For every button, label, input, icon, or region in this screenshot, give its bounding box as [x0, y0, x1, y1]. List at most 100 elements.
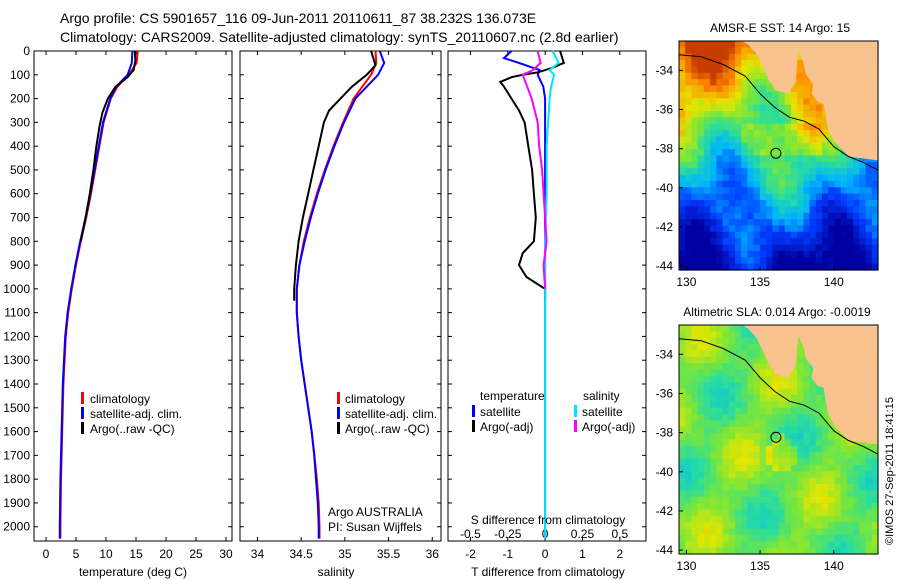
heatmap-cell [797, 509, 804, 517]
heatmap-cell [697, 490, 705, 498]
heatmap-cell [703, 484, 711, 491]
heatmap-cell [859, 496, 867, 504]
heatmap-cell [679, 85, 686, 93]
heatmap-cell [691, 509, 699, 517]
heatmap-cell [747, 257, 755, 265]
heatmap-cell [679, 187, 686, 195]
difference-depth-ticks [448, 50, 646, 528]
heatmap-cell [753, 458, 761, 466]
heatmap-cell [834, 244, 842, 252]
heatmap-cell [741, 382, 748, 390]
heatmap-cell [778, 91, 786, 99]
heatmap-cell [797, 388, 804, 396]
heatmap-cell [753, 541, 761, 549]
heatmap-cell [697, 369, 705, 377]
heatmap-cell [853, 464, 860, 472]
heatmap-cell [871, 547, 879, 555]
heatmap-cell [716, 420, 724, 428]
heatmap-cell [685, 433, 692, 441]
heatmap-cell [766, 445, 773, 453]
heatmap-cell [778, 547, 786, 555]
heatmap-cell [747, 244, 755, 252]
heatmap-cell [766, 401, 773, 409]
heatmap-cell [741, 420, 748, 428]
heatmap-cell [797, 72, 804, 80]
legend-swatch-s-argo [574, 420, 577, 432]
heatmap-cell [828, 464, 836, 472]
sst-lat-ticks: -34-36-38-40-42-44 [656, 63, 683, 273]
heatmap-cell [685, 149, 692, 157]
heatmap-cell [697, 547, 705, 555]
heatmap-cell [797, 60, 804, 68]
heatmap-cell [772, 496, 780, 504]
heatmap-cell [691, 547, 699, 555]
heatmap-cell [772, 528, 780, 536]
heatmap-cell [822, 471, 829, 479]
heatmap-cell [853, 180, 860, 188]
heatmap-cell [853, 484, 860, 491]
heatmap-cell [703, 496, 711, 504]
heatmap-cell [809, 541, 817, 549]
heatmap-cell [834, 206, 842, 214]
heatmap-cell [716, 72, 724, 80]
heatmap-cell [741, 426, 748, 434]
heatmap-cell [840, 187, 848, 195]
heatmap-cell [822, 452, 829, 460]
heatmap-cell [865, 464, 873, 472]
heatmap-cell [685, 337, 692, 345]
heatmap-cell [766, 458, 773, 466]
heatmap-cell [859, 471, 867, 479]
heatmap-cell [859, 490, 867, 498]
heatmap-cell [759, 111, 767, 118]
x-tick-label: 35 [338, 547, 352, 561]
heatmap-cell [741, 515, 748, 523]
heatmap-cell [679, 534, 686, 542]
heatmap-cell [803, 515, 811, 523]
heatmap-cell [803, 522, 811, 530]
heatmap-cell [747, 477, 755, 485]
heatmap-cell [772, 534, 780, 542]
heatmap-cell [840, 547, 848, 555]
heatmap-cell [753, 155, 761, 163]
heatmap-cell [679, 471, 686, 479]
heatmap-cell [784, 477, 792, 485]
heatmap-cell [809, 528, 817, 536]
heatmap-cell [679, 407, 686, 415]
heatmap-cell [790, 541, 798, 549]
heatmap-cell [722, 193, 730, 201]
heatmap-cell [716, 464, 724, 472]
difference-ticks: -2 -1 0 1 2 [465, 51, 624, 561]
heatmap-cell [797, 149, 804, 157]
heatmap-cell [859, 225, 867, 233]
heatmap-cell [716, 433, 724, 441]
heatmap-cell [772, 244, 780, 252]
heatmap-cell [747, 206, 755, 214]
heatmap-cell [728, 91, 736, 99]
heatmap-cell [735, 117, 742, 125]
temperature-lines [58, 50, 139, 539]
heatmap-cell [679, 168, 686, 176]
heatmap-cell [766, 104, 773, 112]
heatmap-cell [865, 257, 873, 265]
heatmap-cell [759, 401, 767, 409]
heatmap-cell [865, 528, 873, 536]
lon-tick-label: 135 [750, 275, 770, 289]
heatmap-cell [790, 123, 798, 131]
heatmap-cell [846, 439, 854, 447]
heatmap-cell [859, 534, 867, 542]
heatmap-cell [728, 238, 736, 246]
heatmap-cell [685, 509, 692, 517]
heatmap-cell [828, 515, 836, 523]
heatmap-cell [697, 325, 705, 332]
depth-tick-label: 700 [10, 211, 30, 225]
heatmap-cell [735, 142, 742, 150]
heatmap-cell [815, 130, 823, 138]
heatmap-cell [859, 244, 867, 252]
heatmap-cell [797, 477, 804, 485]
heatmap-cell [797, 433, 804, 441]
heatmap-cell [772, 509, 780, 517]
heatmap-cell [716, 117, 724, 125]
heatmap-cell [871, 477, 879, 485]
heatmap-cell [703, 206, 711, 214]
heatmap-cell [859, 503, 867, 511]
